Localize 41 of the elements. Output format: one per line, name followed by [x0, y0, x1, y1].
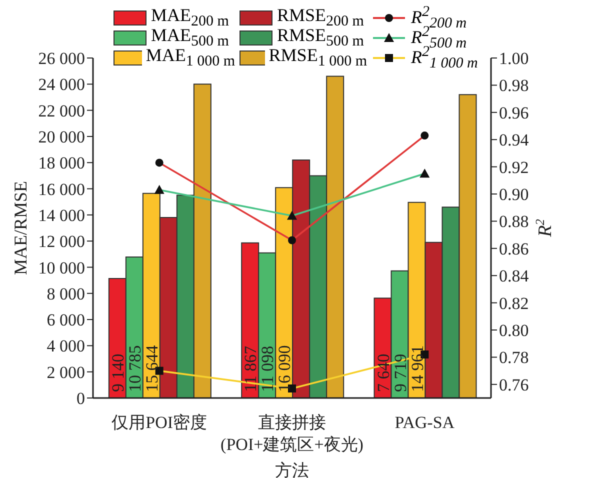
- y-tick-label: 24 000: [38, 75, 85, 94]
- y2-tick-label: 0.88: [499, 212, 529, 232]
- x-tick-label: 直接拼接 (POI+建筑区+夜光): [220, 413, 364, 454]
- x-tick-label: 仅用POI密度: [112, 413, 208, 432]
- y-tick-label: 18 000: [38, 154, 85, 173]
- y2-tick-label: 0.96: [499, 103, 529, 122]
- data-label: 7 640: [374, 354, 393, 392]
- y-tick-label: 26 000: [38, 49, 85, 68]
- y2-tick-label: 0.90: [499, 185, 529, 204]
- y2-tick-label: 0.84: [499, 266, 530, 286]
- x-axis-title: 方法: [275, 461, 309, 478]
- y2-tick-label: 0.94: [499, 130, 530, 150]
- y2-tick-label: 0.98: [499, 76, 529, 96]
- y-tick-label: 6 000: [46, 310, 85, 330]
- y-tick-label: 12 000: [38, 232, 85, 252]
- data-label: 16 090: [275, 345, 294, 392]
- y2-tick-label: 0.82: [499, 294, 529, 313]
- y-tick-label: 14 000: [38, 206, 85, 225]
- data-label: 10 785: [125, 345, 144, 392]
- y-tick-label: 16 000: [38, 180, 85, 199]
- y2-tick-label: 0.80: [499, 321, 529, 340]
- y-tick-label: 4 000: [46, 336, 85, 356]
- y-tick-label: 10 000: [38, 258, 85, 278]
- data-label: 14 961: [408, 345, 427, 392]
- y2-tick-label: 0.76: [499, 375, 529, 394]
- y2-tick-label: 0.86: [499, 239, 529, 258]
- data-label: 9 140: [108, 354, 128, 392]
- data-label: 11 098: [258, 346, 278, 392]
- y2-tick-label: 1.00: [499, 49, 529, 68]
- y-axis-title: MAE/RMSE: [10, 180, 30, 276]
- y2-tick-label: 0.78: [499, 348, 529, 368]
- data-label: 11 867: [241, 345, 260, 392]
- data-label: 15 644: [142, 344, 162, 392]
- y-tick-label: 8 000: [46, 284, 85, 304]
- x-tick-label: PAG-SA: [394, 413, 456, 432]
- data-label: 9 719: [390, 354, 410, 392]
- y-tick-label: 20 000: [38, 127, 85, 146]
- y-tick-label: 0: [76, 389, 85, 408]
- y-tick-label: 22 000: [38, 101, 85, 120]
- y2-tick-label: 0.92: [499, 158, 529, 177]
- y-tick-label: 2 000: [46, 362, 85, 382]
